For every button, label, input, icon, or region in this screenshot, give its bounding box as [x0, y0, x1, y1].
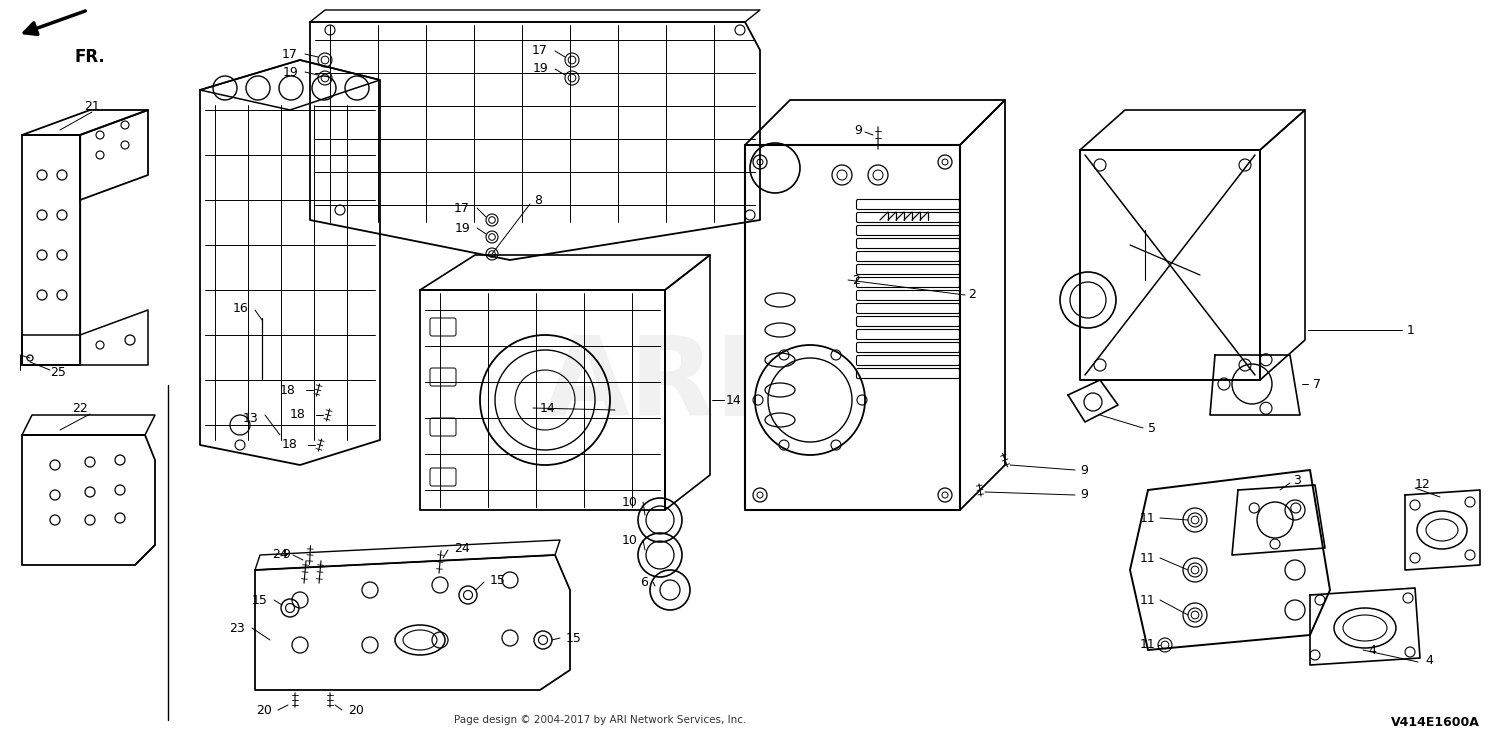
- Text: 11: 11: [1140, 593, 1155, 607]
- Text: 19: 19: [454, 221, 470, 235]
- Text: 16: 16: [232, 302, 248, 314]
- Text: 7: 7: [1312, 377, 1322, 391]
- Text: 23: 23: [230, 622, 244, 634]
- Text: 21: 21: [84, 100, 100, 112]
- Text: 19: 19: [532, 62, 548, 76]
- Text: V414E1600A: V414E1600A: [1390, 716, 1479, 728]
- Text: 24: 24: [454, 542, 470, 554]
- Text: 3: 3: [1293, 473, 1300, 487]
- Text: 11: 11: [1140, 638, 1155, 652]
- Text: 4: 4: [1425, 653, 1432, 667]
- Text: 2: 2: [968, 289, 976, 302]
- Text: 18: 18: [282, 439, 298, 452]
- Text: 25: 25: [50, 365, 66, 379]
- Text: 8: 8: [534, 194, 542, 206]
- Text: 9: 9: [853, 124, 862, 136]
- Text: 14: 14: [726, 394, 741, 406]
- Text: FR.: FR.: [75, 48, 105, 66]
- Text: 17: 17: [282, 47, 298, 61]
- Text: 15: 15: [566, 632, 582, 644]
- Text: 22: 22: [72, 401, 88, 415]
- Text: 15: 15: [490, 574, 506, 586]
- Text: ARI: ARI: [543, 332, 756, 439]
- Text: 9: 9: [1080, 488, 1088, 502]
- Text: 15: 15: [252, 593, 268, 607]
- Text: 14: 14: [540, 401, 555, 415]
- Text: 20: 20: [348, 704, 364, 716]
- Text: 17: 17: [454, 202, 470, 214]
- Text: 9: 9: [282, 548, 290, 562]
- Text: 24: 24: [273, 548, 288, 562]
- Text: 11: 11: [1140, 551, 1155, 565]
- Text: Page design © 2004-2017 by ARI Network Services, Inc.: Page design © 2004-2017 by ARI Network S…: [454, 715, 746, 725]
- Text: 9: 9: [1080, 464, 1088, 476]
- Text: 18: 18: [290, 409, 306, 422]
- Text: 18: 18: [280, 383, 296, 397]
- Text: 2: 2: [852, 274, 859, 286]
- Text: 1: 1: [1407, 323, 1414, 337]
- Text: 11: 11: [1140, 512, 1155, 524]
- Text: 5: 5: [1148, 422, 1156, 434]
- Text: 17: 17: [532, 44, 548, 58]
- Text: 12: 12: [1414, 478, 1431, 491]
- Text: 10: 10: [622, 533, 638, 547]
- Text: 4: 4: [1368, 644, 1376, 656]
- Text: 19: 19: [282, 65, 298, 79]
- Text: 6: 6: [640, 575, 648, 589]
- Text: 10: 10: [622, 496, 638, 508]
- Text: 20: 20: [256, 704, 272, 716]
- Text: 13: 13: [243, 412, 258, 424]
